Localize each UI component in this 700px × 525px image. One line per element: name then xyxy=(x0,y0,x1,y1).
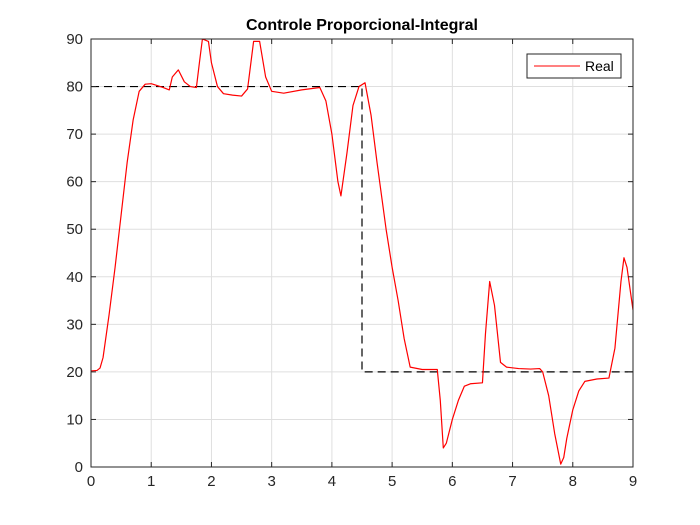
y-tick-label: 0 xyxy=(75,459,83,476)
x-tick-label: 8 xyxy=(569,473,577,490)
plot-area xyxy=(91,39,633,465)
x-tick-label: 1 xyxy=(147,473,155,490)
y-tick-label: 80 xyxy=(66,79,83,96)
x-tick-label: 5 xyxy=(388,473,396,490)
y-tick-label: 40 xyxy=(66,269,83,286)
legend-label-real: Real xyxy=(585,58,614,74)
series-line-real xyxy=(91,39,633,465)
x-tick-label: 4 xyxy=(328,473,336,490)
y-tick-label: 10 xyxy=(66,411,83,428)
axes-box xyxy=(90,38,634,468)
x-tick-label: 6 xyxy=(448,473,456,490)
x-tick-label: 0 xyxy=(87,473,95,490)
setpoint-line xyxy=(91,85,633,373)
y-tick-label: 30 xyxy=(66,316,83,333)
y-tick-label: 60 xyxy=(66,174,83,191)
y-tick-label: 50 xyxy=(66,221,83,238)
y-tick-label: 20 xyxy=(66,364,83,381)
chart-title: Controle Proporcional-Integral xyxy=(246,17,478,34)
x-tick-label: 2 xyxy=(207,473,215,490)
legend: Real xyxy=(526,53,622,79)
axes-background xyxy=(91,39,633,467)
x-tick-label: 3 xyxy=(267,473,275,490)
y-tick-label: 70 xyxy=(66,126,83,143)
x-tick-label: 7 xyxy=(508,473,516,490)
y-tick-label: 90 xyxy=(66,31,83,48)
x-tick-label: 9 xyxy=(629,473,637,490)
